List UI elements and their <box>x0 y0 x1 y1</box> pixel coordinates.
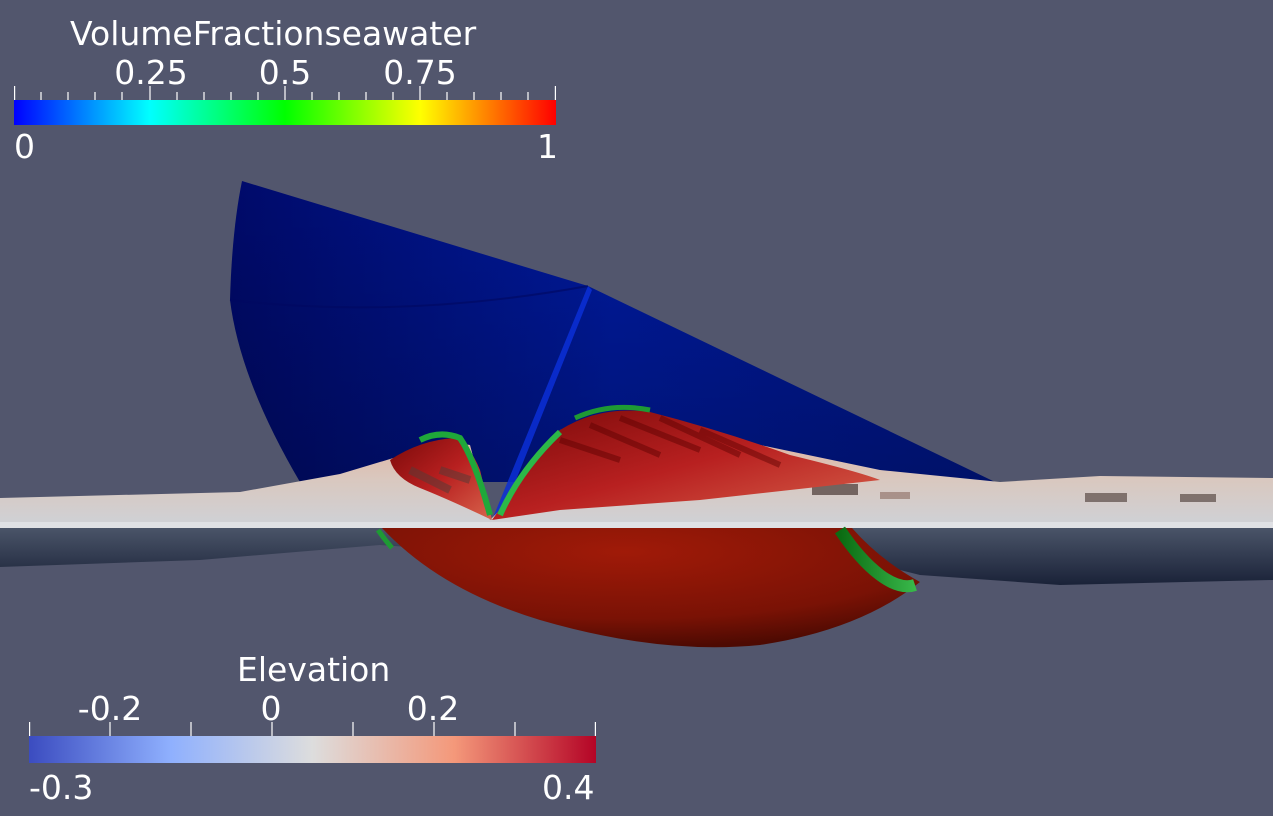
waterline <box>0 522 1273 528</box>
legend-title: VolumeFractionseawater <box>70 14 477 53</box>
legend-tick-label: 0 <box>260 689 282 728</box>
legend-color-bar <box>29 736 596 763</box>
legend-tick-label: 0.2 <box>406 689 460 728</box>
legend-tick-label: 0.5 <box>258 53 312 92</box>
legend-min-label: 0 <box>14 127 35 166</box>
bow-wave-crest <box>390 404 880 520</box>
ship-hull-upper <box>229 181 995 520</box>
legend-max-label: 0.4 <box>542 768 595 807</box>
legend-tick-marks <box>14 86 556 100</box>
legend-tick-label: -0.2 <box>77 689 143 728</box>
legend-tick-label: 0.25 <box>114 53 188 92</box>
legend-min-label: -0.3 <box>29 768 94 807</box>
legend-max-label: 1 <box>537 127 558 166</box>
legend-tick-label: 0.75 <box>383 53 457 92</box>
ship-hull-submerged <box>375 526 920 648</box>
legend-title: Elevation <box>237 650 391 689</box>
legend-color-bar <box>14 100 556 125</box>
elevation-legend: Elevation -0.2 0 0.2 -0.3 0.4 <box>0 640 640 816</box>
legend-tick-marks <box>29 722 596 736</box>
volume-fraction-legend: VolumeFractionseawater 0.25 0.5 0.75 0 1 <box>0 0 600 170</box>
